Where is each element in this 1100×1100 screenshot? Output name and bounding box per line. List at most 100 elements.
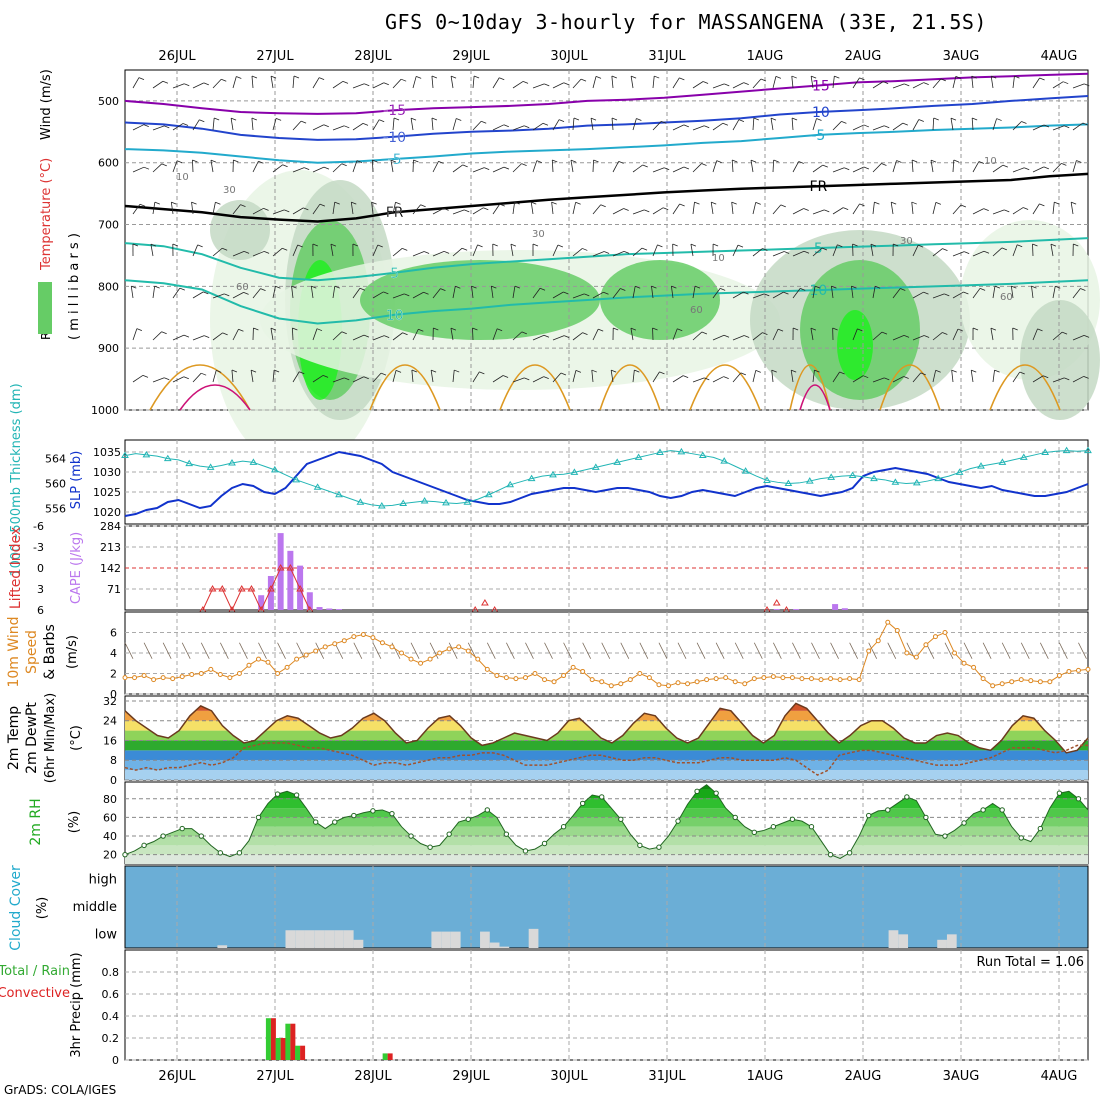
wind-point <box>637 671 643 676</box>
rh-contour-label: 30 <box>223 185 236 196</box>
contour-label: -10 <box>383 130 406 146</box>
wind-barb <box>200 642 210 659</box>
wind-barb <box>1050 244 1054 257</box>
warm-contour <box>499 364 571 411</box>
rh-point <box>293 792 300 798</box>
contour-label: FR <box>386 205 404 221</box>
wind-axis-label-b: Speed <box>24 630 40 674</box>
wind-barb <box>810 76 814 89</box>
rh-contour-label: 60 <box>690 305 703 316</box>
wind-barb <box>772 328 779 341</box>
wind-barb-flag <box>810 327 817 331</box>
wind-barb <box>429 642 439 659</box>
contour-label: -5 <box>811 128 825 144</box>
wind-barb-flag <box>275 118 282 121</box>
wind-barb-flag <box>172 243 178 247</box>
temp-axis-label-d-group: (°C) <box>69 725 84 751</box>
wind-barb-flag <box>402 332 408 336</box>
wind-barb <box>832 244 838 257</box>
bottom-date-label: 1AUG <box>747 1069 784 1084</box>
wind-barb <box>258 642 267 659</box>
wind-barb-flag <box>162 80 169 84</box>
wind-barb-flag <box>1043 375 1049 379</box>
lifted-tick-label: 6 <box>37 604 44 617</box>
wind-barb-flag <box>179 287 185 291</box>
wind-barb <box>772 251 785 257</box>
wind-barb-flag <box>341 331 347 335</box>
low-cloud-fill <box>480 931 490 948</box>
rh-axis-label-b: (%) <box>67 811 82 834</box>
wind-barb <box>812 247 823 257</box>
rh-axis-label-a: 2m RH <box>28 798 44 845</box>
wind-barb <box>532 334 545 341</box>
temp-tick-label: 8 <box>110 754 117 767</box>
wind-point <box>685 681 691 687</box>
wind-barb <box>152 331 162 341</box>
lifted-tick-label: 3 <box>37 583 44 596</box>
wind-barb <box>990 328 994 341</box>
wind-barb <box>692 81 704 89</box>
cape-tick-label: 213 <box>100 541 121 554</box>
wind-barb-flag <box>824 209 830 213</box>
wind-point <box>847 676 853 682</box>
rh-contour-label: 10 <box>176 172 189 183</box>
wind-barb-flag <box>611 117 618 121</box>
wind-barb-flag <box>1043 124 1050 128</box>
wind-barb <box>232 204 241 215</box>
wind-barb <box>411 370 414 383</box>
wind-barb-flag <box>557 244 564 248</box>
wind-barb <box>852 77 860 89</box>
wind-point <box>1066 668 1072 674</box>
wind-barb <box>492 124 504 131</box>
wind-barb <box>472 244 478 257</box>
wind-barb-flag <box>737 244 744 248</box>
wind-barb-flag <box>393 117 400 121</box>
wind-barb-flag <box>780 204 786 208</box>
rh-point <box>312 819 319 825</box>
wind-point <box>1028 678 1034 684</box>
wind-barb-flag <box>701 163 707 166</box>
wind-barb <box>372 642 382 659</box>
wind-barb <box>132 204 141 215</box>
precip-convective-bar <box>290 1023 296 1060</box>
wind-barb <box>792 208 804 215</box>
wind-barb <box>1070 202 1074 215</box>
top-date-label: 31JUL <box>648 49 686 64</box>
rh-point <box>1018 835 1024 841</box>
rh-tick-label: 20 <box>103 849 117 862</box>
wind-barb-flag <box>923 82 929 85</box>
wind-barb <box>1052 163 1062 173</box>
wind-point <box>399 650 405 656</box>
thickness-point <box>591 463 600 470</box>
wind-barb <box>181 642 191 659</box>
wind-barb-flag <box>351 201 357 205</box>
wind-barb <box>172 123 184 131</box>
bottom-date-label: 2AUG <box>845 1069 882 1084</box>
wind-barb-flag <box>221 78 227 82</box>
wind-barb-flag <box>994 369 1000 373</box>
wind-barb-flag <box>542 122 549 126</box>
wind-barb <box>250 370 254 383</box>
wind-barb <box>212 370 217 383</box>
wind-barb-flag <box>319 203 326 207</box>
wind-point <box>370 635 376 641</box>
wind-barb <box>1012 244 1018 257</box>
wind-barb-flag <box>659 371 665 375</box>
wind-barb <box>832 76 835 89</box>
wind-barb-flag <box>652 327 658 331</box>
wind-barb-flag <box>1084 83 1090 87</box>
wind-barb-flag <box>792 327 799 331</box>
temperature-contour <box>124 72 1089 115</box>
wind-barb <box>172 160 178 173</box>
rh-band <box>125 826 1088 837</box>
thickness-point <box>805 477 814 484</box>
wind-barb <box>692 125 705 131</box>
rh-point <box>732 814 738 821</box>
wind-barb <box>430 370 434 383</box>
wind-barb <box>552 372 562 383</box>
wind-barb <box>152 286 156 299</box>
thickness-point <box>185 459 194 467</box>
wind-barb <box>632 286 636 299</box>
wind-barb-flag <box>1037 328 1043 332</box>
wind-barb-flag <box>411 369 417 373</box>
